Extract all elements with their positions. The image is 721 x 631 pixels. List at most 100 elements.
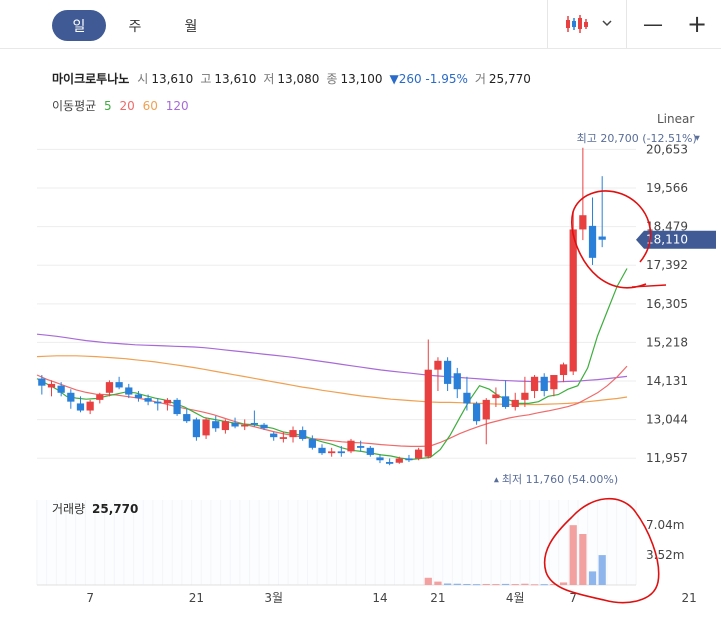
candle-body [212,421,220,429]
candle [144,394,152,406]
volume-tick-label: 7.04m [646,518,684,532]
volume-bar [424,577,432,585]
chart-toolbar: — + [547,0,721,48]
candle-body [511,399,519,407]
candle-body [424,369,432,457]
candlestick-icon [566,15,588,33]
y-tick-label: 18,479 [646,220,688,234]
candle [366,446,374,457]
candle-body [482,399,490,420]
volume-bar [463,583,471,585]
period-tabs: 일 주 월 [52,10,220,41]
volume-value: 25,770 [488,72,531,86]
chart-type-selector[interactable] [547,0,627,48]
ma-60-line [36,355,628,406]
candle-body [337,451,345,454]
candle [86,399,94,415]
candle-body [57,385,65,393]
scale-selector[interactable]: Linear [657,112,695,126]
candle [472,401,481,425]
open-value: 13,610 [151,72,194,86]
candle-body [183,414,191,422]
volume-bar [530,584,539,586]
tab-monthly[interactable]: 월 [184,18,198,35]
candle [559,362,568,383]
price-highlight-stroke [631,284,667,288]
candle-body [463,392,471,404]
y-tick-label: 15,218 [646,335,688,349]
candle-body [414,449,423,459]
open-label: 시 [137,72,149,86]
candle-body [250,422,259,425]
candle [376,454,384,464]
candle [482,398,490,445]
high-marker-icon [694,135,700,141]
volume-bar [492,584,500,586]
candle [492,387,500,407]
candle [250,410,259,427]
tab-daily[interactable]: 일 [52,10,106,41]
volume-panel-bg [37,500,636,585]
candle [183,408,191,423]
candle [270,431,278,441]
y-tick-label: 19,566 [646,181,688,195]
x-tick-label: 21 [430,591,445,605]
candle [395,456,403,464]
candle-body [472,403,481,422]
price-highlight-circle [571,190,652,289]
y-tick-label: 13,044 [646,413,688,427]
candle [598,176,606,248]
volume-bar [588,571,597,585]
candle [318,444,326,455]
candle-body [521,392,529,400]
candle [260,422,268,431]
volume-bar [569,525,577,585]
candle [47,380,56,397]
chevron-down-icon [602,20,612,27]
candle-body [434,360,442,370]
candle-body [318,447,326,454]
volume-bar [482,583,490,585]
candle [231,417,239,429]
candle-body [453,373,461,390]
volume-tick-label: 3.52m [646,548,684,562]
candle-body [289,430,297,438]
candle [405,454,413,463]
x-tick-label: 7 [569,591,577,605]
candle-body [38,378,46,386]
candle-body [134,394,143,399]
y-tick-label: 16,305 [646,297,688,311]
x-tick-label: 7 [86,591,94,605]
candle-body [144,398,152,402]
change-value: ▼260 -1.95% [389,72,468,86]
stock-name: 마이크로투나노 [52,72,130,86]
candle [424,339,432,459]
candle [588,197,597,265]
ma-60-label: 60 [142,99,158,113]
candle [569,211,577,376]
candle [579,147,587,241]
candle-body [260,424,268,429]
candle-body [569,229,577,372]
candle [125,383,133,399]
candle [241,419,249,431]
candle-body [347,440,355,452]
candle-body [405,458,413,461]
candle [463,376,471,411]
zoom-in-button[interactable]: + [686,10,708,38]
tab-weekly[interactable]: 주 [128,18,142,35]
x-tick-label: 4월 [506,591,525,605]
x-tick-label: 3월 [264,591,283,605]
candle [134,391,143,402]
current-price-label: 18,110 [646,233,688,247]
candle [501,380,510,409]
zoom-out-button[interactable]: — [643,12,663,36]
candle [154,398,162,411]
volume-bar [434,581,442,585]
candle [434,357,442,391]
volume-title-value: 25,770 [92,502,138,516]
candle [221,419,230,434]
candle-body [202,419,210,436]
low-marker-icon [493,477,499,483]
